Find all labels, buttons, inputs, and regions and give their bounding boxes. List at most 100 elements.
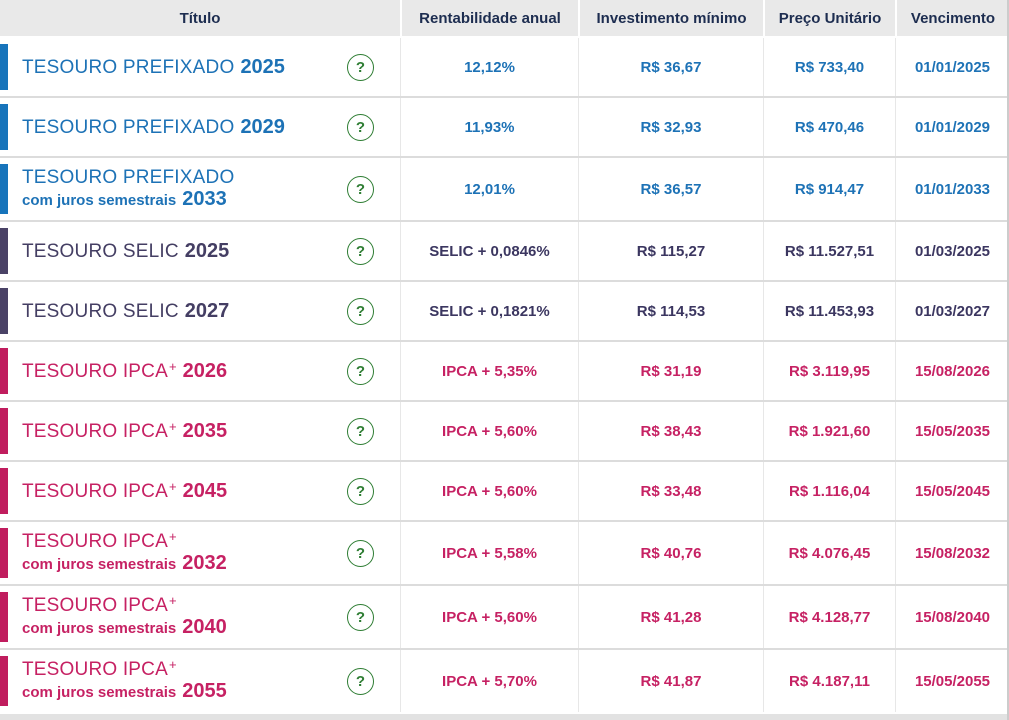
title-year: 2025 — [184, 239, 230, 262]
title-line-1: TESOURO IPCA + — [22, 530, 227, 553]
column-header-rentabilidade: Rentabilidade anual — [400, 0, 578, 36]
page-right-edge — [1007, 0, 1009, 720]
title-line-1: TESOURO IPCA + — [22, 657, 227, 681]
title-line-2: com juros semestrais 2040 — [22, 616, 227, 638]
help-question-icon[interactable]: ? — [347, 53, 374, 81]
table-row: TESOURO SELIC 2027 ? SELIC + 0,1821% R$ 1… — [0, 280, 1009, 340]
help-question-icon[interactable]: ? — [347, 667, 374, 695]
table-row: TESOURO PREFIXADO 2025 ? 12,12% R$ 36,67 … — [0, 36, 1009, 96]
help-question-icon[interactable]: ? — [347, 603, 374, 631]
bond-color-bar — [0, 468, 8, 514]
title-main: TESOURO IPCA — [22, 480, 168, 502]
min-investment-cell: R$ 32,93 — [578, 98, 763, 156]
column-header-titulo: Título — [0, 0, 400, 36]
title-main: TESOURO IPCA — [22, 360, 168, 382]
bottom-strip — [0, 712, 1009, 720]
bond-title: TESOURO PREFIXADO 2025 — [22, 56, 285, 78]
title-main: TESOURO SELIC — [22, 240, 179, 262]
plus-superscript: + — [168, 593, 177, 609]
title-year: 2045 — [182, 479, 228, 502]
title-main: TESOURO PREFIXADO — [22, 167, 235, 189]
bond-color-bar — [0, 164, 8, 214]
maturity-cell: 01/03/2025 — [895, 222, 1009, 280]
title-cell: TESOURO PREFIXADO 2025 ? — [0, 38, 400, 96]
help-question-icon[interactable]: ? — [347, 357, 374, 385]
title-cell: TESOURO SELIC 2027 ? — [0, 282, 400, 340]
bond-title: TESOURO PREFIXADO 2029 — [22, 116, 285, 138]
rate-cell: 12,12% — [400, 38, 578, 96]
rate-cell: 12,01% — [400, 158, 578, 220]
unit-price-cell: R$ 4.076,45 — [763, 522, 895, 584]
help-question-icon[interactable]: ? — [347, 417, 374, 445]
column-header-preco: Preço Unitário — [763, 0, 895, 36]
title-line-2: com juros semestrais 2055 — [22, 680, 227, 702]
title-cell: TESOURO IPCA + com juros semestrais 2040 ? — [0, 586, 400, 648]
bond-title: TESOURO IPCA +2045 — [22, 479, 228, 502]
title-main: TESOURO IPCA — [22, 420, 168, 442]
help-question-icon[interactable]: ? — [347, 175, 374, 203]
title-subtitle: com juros semestrais — [22, 192, 177, 210]
rate-cell: IPCA + 5,58% — [400, 522, 578, 584]
title-line-1: TESOURO PREFIXADO — [22, 167, 234, 188]
bond-title: TESOURO IPCA +2035 — [22, 418, 227, 442]
bond-color-bar — [0, 408, 8, 454]
plus-superscript: + — [168, 657, 177, 673]
table-body: TESOURO PREFIXADO 2025 ? 12,12% R$ 36,67 … — [0, 36, 1009, 712]
title-line-2: com juros semestrais 2033 — [22, 188, 234, 210]
help-question-icon[interactable]: ? — [347, 297, 374, 325]
bond-title: TESOURO IPCA + com juros semestrais 2040 — [22, 593, 227, 639]
bond-color-bar — [0, 104, 8, 150]
min-investment-cell: R$ 31,19 — [578, 342, 763, 400]
bond-color-bar — [0, 44, 8, 90]
bond-color-bar — [0, 228, 8, 274]
bond-title: TESOURO IPCA + com juros semestrais 2032 — [22, 530, 227, 575]
title-line-1: TESOURO PREFIXADO 2025 — [22, 56, 285, 78]
bond-title: TESOURO IPCA + com juros semestrais 2055 — [22, 657, 227, 703]
min-investment-cell: R$ 41,28 — [578, 586, 763, 648]
title-cell: TESOURO IPCA +2035 ? — [0, 402, 400, 460]
title-cell: TESOURO PREFIXADO com juros semestrais 20… — [0, 158, 400, 220]
plus-superscript: + — [168, 418, 177, 434]
title-main: TESOURO SELIC — [22, 300, 179, 322]
table-row: TESOURO SELIC 2025 ? SELIC + 0,0846% R$ 1… — [0, 220, 1009, 280]
title-line-1: TESOURO IPCA +2045 — [22, 479, 228, 502]
min-investment-cell: R$ 36,57 — [578, 158, 763, 220]
min-investment-cell: R$ 114,53 — [578, 282, 763, 340]
help-question-icon[interactable]: ? — [347, 477, 374, 505]
plus-superscript: + — [168, 358, 177, 374]
help-question-icon[interactable]: ? — [347, 113, 374, 141]
bond-title: TESOURO SELIC 2027 — [22, 300, 229, 322]
maturity-cell: 15/08/2026 — [895, 342, 1009, 400]
title-main: TESOURO PREFIXADO — [22, 116, 235, 138]
unit-price-cell: R$ 914,47 — [763, 158, 895, 220]
title-line-1: TESOURO PREFIXADO 2029 — [22, 116, 285, 138]
unit-price-cell: R$ 1.116,04 — [763, 462, 895, 520]
unit-price-cell: R$ 470,46 — [763, 98, 895, 156]
rate-cell: IPCA + 5,70% — [400, 650, 578, 712]
title-line-1: TESOURO IPCA +2026 — [22, 358, 227, 382]
title-year: 2033 — [182, 188, 227, 211]
table-row: TESOURO IPCA + com juros semestrais 2032 ?… — [0, 520, 1009, 584]
unit-price-cell: R$ 11.453,93 — [763, 282, 895, 340]
title-year: 2055 — [182, 680, 227, 703]
title-line-1: TESOURO IPCA +2035 — [22, 418, 227, 442]
table-row: TESOURO PREFIXADO 2029 ? 11,93% R$ 32,93 … — [0, 96, 1009, 156]
help-question-icon[interactable]: ? — [347, 539, 374, 567]
help-question-icon[interactable]: ? — [347, 237, 374, 265]
title-year: 2040 — [182, 616, 227, 639]
title-cell: TESOURO IPCA + com juros semestrais 2055 ? — [0, 650, 400, 712]
title-subtitle: com juros semestrais — [22, 620, 177, 638]
maturity-cell: 01/01/2033 — [895, 158, 1009, 220]
title-line-1: TESOURO IPCA + — [22, 593, 227, 617]
rate-cell: 11,93% — [400, 98, 578, 156]
title-year: 2025 — [240, 55, 285, 78]
bond-title: TESOURO SELIC 2025 — [22, 240, 229, 262]
rate-cell: SELIC + 0,1821% — [400, 282, 578, 340]
maturity-cell: 15/08/2040 — [895, 586, 1009, 648]
min-investment-cell: R$ 33,48 — [578, 462, 763, 520]
unit-price-cell: R$ 11.527,51 — [763, 222, 895, 280]
unit-price-cell: R$ 4.128,77 — [763, 586, 895, 648]
title-cell: TESOURO IPCA +2026 ? — [0, 342, 400, 400]
title-subtitle: com juros semestrais — [22, 556, 177, 574]
min-investment-cell: R$ 36,67 — [578, 38, 763, 96]
